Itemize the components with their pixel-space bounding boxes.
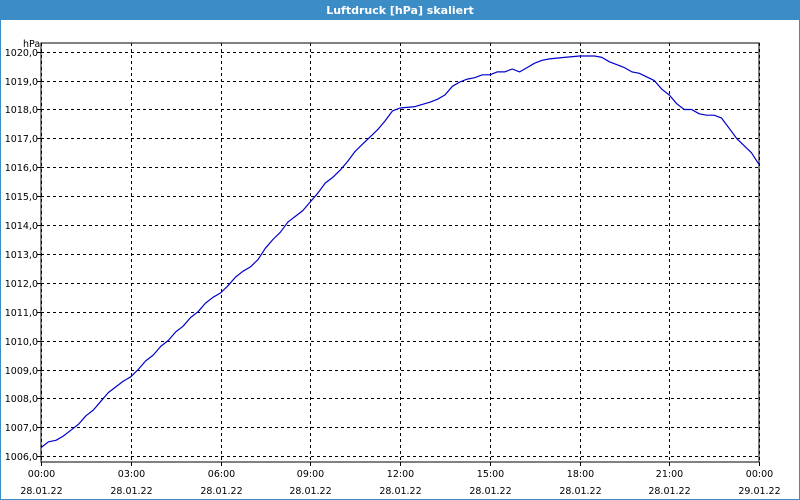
- y-tick-label: 1019,0: [5, 77, 38, 88]
- y-tick-label: 1009,0: [5, 366, 38, 377]
- y-tick-label: 1008,0: [5, 394, 38, 405]
- y-tick-label: 1020,0: [5, 48, 38, 59]
- y-tick-label: 1011,0: [5, 308, 38, 319]
- y-tick-label: 1014,0: [5, 221, 38, 232]
- x-tick-date-label: 28.01.22: [110, 486, 152, 497]
- y-tick-label: 1015,0: [5, 192, 38, 203]
- y-tick-label: 1006,0: [5, 452, 38, 463]
- y-tick-label: 1007,0: [5, 423, 38, 434]
- x-tick-date-label: 28.01.22: [559, 486, 601, 497]
- x-tick-time-label: 09:00: [297, 469, 324, 480]
- y-tick-label: 1017,0: [5, 134, 38, 145]
- x-tick-time-label: 21:00: [656, 469, 683, 480]
- chart: hPa 1006,0 1007,0 1008,0 1009,0 1010,0 1011,0…: [5, 39, 781, 497]
- x-tick-time-label: 15:00: [477, 469, 504, 480]
- window-title: Luftdruck [hPa] skaliert: [1, 1, 799, 20]
- x-tick-date-label: 28.01.22: [289, 486, 331, 497]
- x-tick-date-label: 28.01.22: [200, 486, 242, 497]
- x-tick-date-label: 28.01.22: [379, 486, 421, 497]
- x-axis-ticks: 00:00 28.01.22 03:00 28.01.22 06:00 28.01.22 0…: [20, 462, 781, 497]
- x-tick-time-label: 06:00: [208, 469, 235, 480]
- x-tick-date-label: 29.01.22: [738, 486, 780, 497]
- y-axis-ticks: 1006,0 1007,0 1008,0 1009,0 1010,0 1011,0 1012…: [5, 48, 41, 463]
- x-tick-time-label: 18:00: [567, 469, 594, 480]
- y-axis-unit: hPa: [23, 39, 40, 50]
- x-tick-date-label: 28.01.22: [20, 486, 62, 497]
- x-tick-time-label: 12:00: [387, 469, 414, 480]
- pressure-line: [40, 55, 760, 449]
- x-tick-date-label: 28.01.22: [648, 486, 690, 497]
- y-tick-label: 1016,0: [5, 163, 38, 174]
- series-layer: [40, 55, 760, 449]
- y-tick-label: 1012,0: [5, 279, 38, 290]
- y-tick-label: 1010,0: [5, 337, 38, 348]
- x-tick-date-label: 28.01.22: [469, 486, 511, 497]
- x-tick-time-label: 00:00: [28, 469, 55, 480]
- x-tick-time-label: 00:00: [746, 469, 773, 480]
- y-tick-label: 1013,0: [5, 250, 38, 261]
- x-tick-time-label: 03:00: [118, 469, 145, 480]
- y-tick-label: 1018,0: [5, 105, 38, 116]
